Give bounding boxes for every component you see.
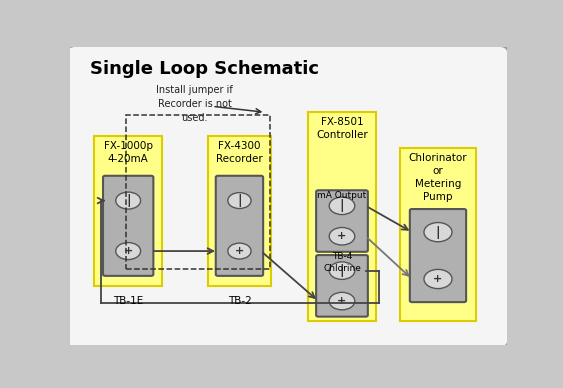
Text: mA Output: mA Output	[318, 191, 367, 201]
Text: +: +	[337, 296, 347, 306]
FancyBboxPatch shape	[410, 209, 466, 302]
Text: Install jumper if
Recorder is not
used.: Install jumper if Recorder is not used.	[157, 85, 233, 123]
Text: |: |	[237, 194, 242, 207]
Text: +: +	[235, 246, 244, 256]
FancyBboxPatch shape	[66, 45, 509, 348]
Text: |: |	[436, 226, 440, 239]
Text: +: +	[123, 246, 133, 256]
Circle shape	[329, 227, 355, 245]
Text: FX-1000p
4-20mA: FX-1000p 4-20mA	[104, 141, 153, 164]
Circle shape	[329, 292, 355, 310]
FancyBboxPatch shape	[316, 190, 368, 252]
Bar	[126, 115, 270, 269]
Circle shape	[329, 197, 355, 215]
Text: TB-4
Chlorine: TB-4 Chlorine	[323, 253, 361, 272]
Text: |: |	[339, 199, 345, 212]
FancyBboxPatch shape	[216, 176, 263, 276]
Text: FX-4300
Recorder: FX-4300 Recorder	[216, 141, 263, 164]
Circle shape	[116, 242, 141, 260]
Text: TB-2: TB-2	[227, 296, 251, 306]
Circle shape	[116, 192, 141, 209]
FancyBboxPatch shape	[400, 148, 476, 321]
Circle shape	[329, 262, 355, 279]
Text: FX-8501
Controller: FX-8501 Controller	[316, 117, 368, 140]
FancyBboxPatch shape	[103, 176, 153, 276]
Text: TB-1E: TB-1E	[113, 296, 144, 306]
Text: +: +	[434, 274, 443, 284]
FancyBboxPatch shape	[208, 136, 271, 286]
FancyBboxPatch shape	[95, 136, 162, 286]
Circle shape	[424, 269, 452, 289]
Text: Single Loop Schematic: Single Loop Schematic	[90, 60, 319, 78]
Text: |: |	[339, 264, 345, 277]
FancyBboxPatch shape	[316, 255, 368, 317]
Text: Chlorinator
or
Metering
Pump: Chlorinator or Metering Pump	[409, 152, 467, 202]
Text: +: +	[337, 231, 347, 241]
FancyBboxPatch shape	[308, 112, 376, 321]
Circle shape	[424, 223, 452, 242]
Circle shape	[228, 243, 251, 259]
Circle shape	[228, 192, 251, 208]
Text: |: |	[126, 194, 131, 207]
